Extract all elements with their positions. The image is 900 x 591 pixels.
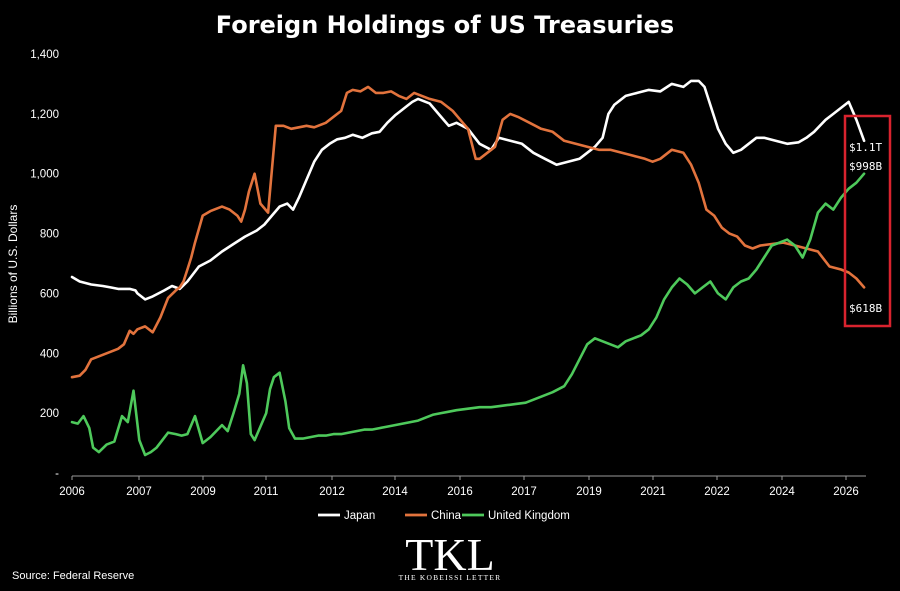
y-tick-label: 1,400 xyxy=(30,49,59,61)
series-layer xyxy=(70,79,866,457)
x-tick-label: 2017 xyxy=(511,486,537,498)
tkl-logo: TKL THE KOBEISSI LETTER xyxy=(399,529,502,582)
series-line-united-kingdom xyxy=(70,172,866,457)
y-tick-label: - xyxy=(55,468,59,480)
x-tick-label: 2026 xyxy=(833,486,859,498)
annotation-china: $618B xyxy=(849,302,882,315)
legend: Japan China United Kingdom xyxy=(318,510,570,522)
x-tick-label: 2014 xyxy=(382,486,408,498)
x-tick-labels: 2006 2007 2009 2011 2012 2014 2016 2017 2019 2021… xyxy=(59,476,859,498)
logo-mark: TKL xyxy=(405,529,494,580)
x-tick-label: 2016 xyxy=(447,486,473,498)
legend-label: United Kingdom xyxy=(488,510,570,522)
x-tick-label: 2024 xyxy=(769,486,795,498)
x-tick-label: 2006 xyxy=(59,486,85,498)
x-tick-label: 2007 xyxy=(126,486,152,498)
source-note: Source: Federal Reserve xyxy=(12,570,134,582)
series-line-china xyxy=(70,85,866,379)
legend-label: Japan xyxy=(344,510,375,522)
x-tick-label: 2012 xyxy=(319,486,345,498)
y-tick-label: 1,200 xyxy=(30,109,59,121)
x-tick-label: 2022 xyxy=(704,486,730,498)
y-axis-label: Billions of U.S. Dollars xyxy=(6,205,20,324)
highlight-box xyxy=(843,114,892,328)
annotation-united-kingdom: $998B xyxy=(849,160,882,173)
annotation-japan: $1.1T xyxy=(849,141,882,154)
legend-label: China xyxy=(431,510,462,522)
x-tick-label: 2009 xyxy=(190,486,216,498)
y-tick-label: 600 xyxy=(40,288,59,300)
y-tick-labels: 1,400 1,200 1,000 800 600 400 200 - xyxy=(30,49,59,480)
y-tick-label: 1,000 xyxy=(30,169,59,181)
y-tick-label: 800 xyxy=(40,229,59,241)
logo-subtitle: THE KOBEISSI LETTER xyxy=(399,573,502,582)
chart-title: Foreign Holdings of US Treasuries xyxy=(216,11,674,39)
annotations: $1.1T $998B $618B xyxy=(849,141,882,315)
x-tick-label: 2021 xyxy=(640,486,666,498)
x-tick-label: 2011 xyxy=(254,486,279,498)
y-tick-label: 200 xyxy=(40,408,59,420)
y-tick-label: 400 xyxy=(40,348,59,360)
x-tick-label: 2019 xyxy=(576,486,602,498)
series-line-japan xyxy=(70,79,866,301)
